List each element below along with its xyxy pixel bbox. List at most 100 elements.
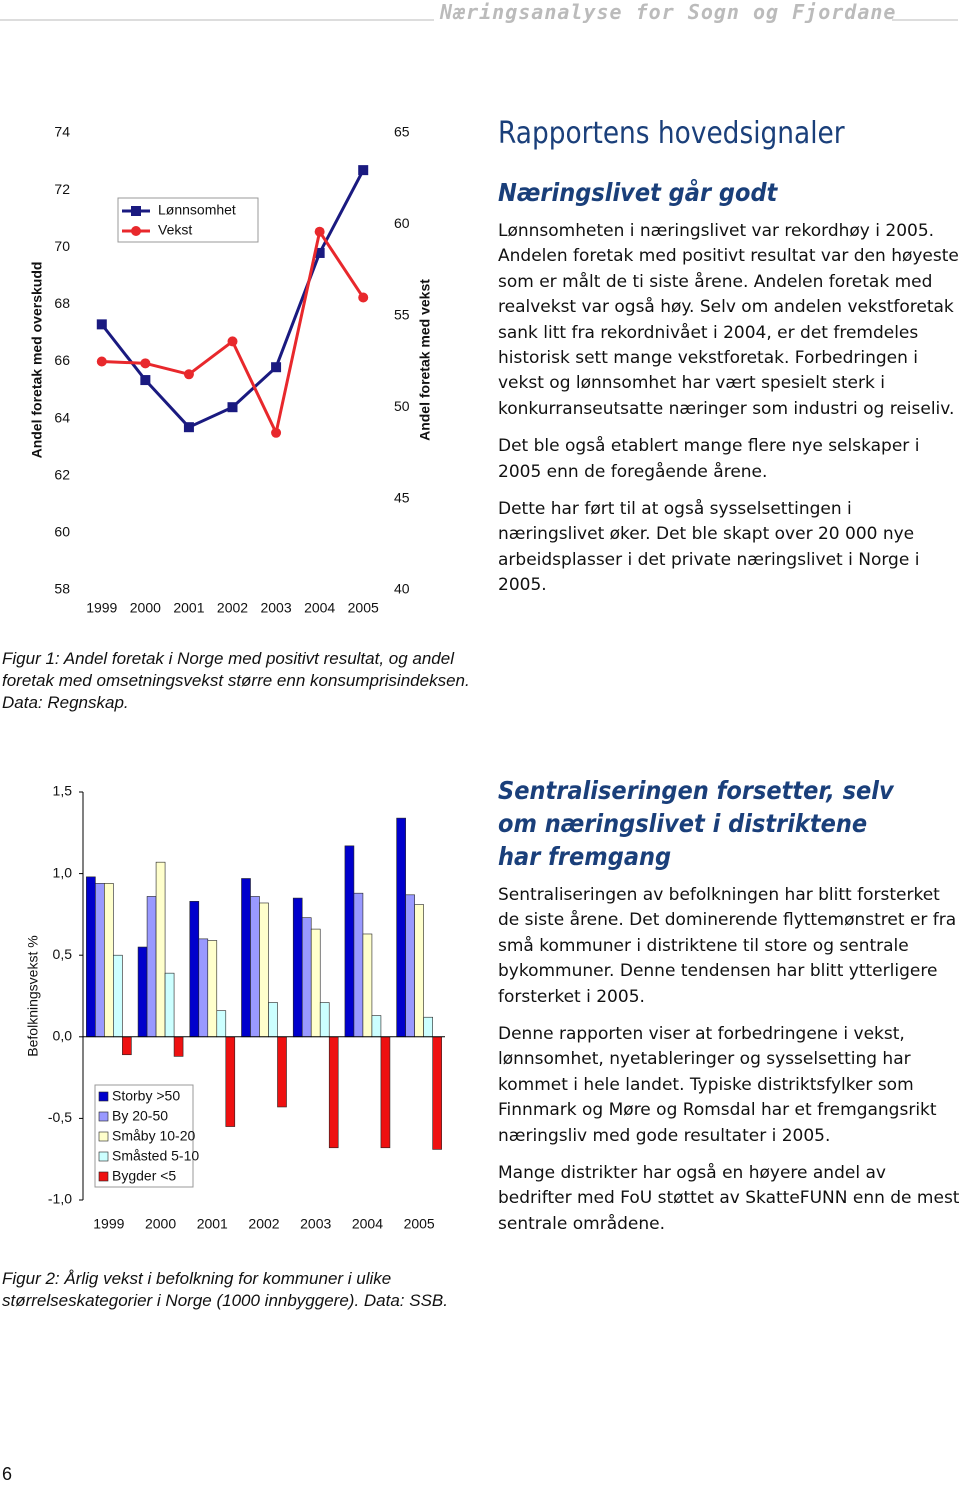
x-tick-label: 2002 bbox=[217, 600, 248, 616]
y-tick-label: 58 bbox=[54, 581, 70, 597]
x-tick-label: 2000 bbox=[130, 600, 161, 616]
legend-label: Småby 10-20 bbox=[112, 1128, 195, 1144]
y-axis-title: Andel foretak med overskudd bbox=[29, 262, 45, 459]
x-tick-label: 2004 bbox=[352, 1216, 383, 1232]
y2-tick-label: 65 bbox=[394, 124, 410, 140]
marker bbox=[140, 375, 151, 386]
bar bbox=[396, 817, 406, 1038]
y-tick-label: -0,5 bbox=[48, 1109, 72, 1125]
x-tick-label: 2002 bbox=[248, 1216, 279, 1232]
marker bbox=[96, 319, 107, 330]
legend-label: Småsted 5-10 bbox=[112, 1148, 199, 1164]
legend-swatch bbox=[98, 1171, 109, 1182]
y-tick-label: 68 bbox=[54, 295, 70, 311]
legend-label: Lønnsomhet bbox=[158, 202, 236, 218]
bar bbox=[164, 972, 175, 1038]
bar bbox=[423, 1016, 433, 1038]
bar bbox=[113, 954, 123, 1038]
bar bbox=[414, 904, 424, 1038]
bar bbox=[301, 917, 312, 1038]
bar bbox=[362, 933, 373, 1038]
x-tick-label: 1999 bbox=[93, 1216, 124, 1232]
x-tick-label: 2001 bbox=[197, 1216, 228, 1232]
marker bbox=[314, 247, 325, 258]
figure-caption: Figur 1: Andel foretak i Norge med posit… bbox=[2, 649, 470, 712]
bar bbox=[292, 897, 303, 1038]
y-axis-title: Befolkningsvekst % bbox=[25, 935, 41, 1056]
paragraph: Mange distrikter har også en høyere ande… bbox=[498, 1163, 960, 1234]
bar bbox=[328, 1036, 339, 1149]
y-tick-label: 70 bbox=[54, 238, 70, 254]
bar bbox=[146, 896, 157, 1038]
x-tick-label: 2005 bbox=[348, 600, 379, 616]
bar bbox=[432, 1036, 442, 1150]
y-tick-label: 64 bbox=[54, 409, 70, 425]
bar bbox=[268, 1002, 278, 1038]
marker bbox=[140, 358, 151, 369]
y-tick-label: 0,0 bbox=[53, 1028, 73, 1044]
marker bbox=[227, 402, 238, 413]
marker bbox=[96, 356, 107, 367]
x-tick-label: 2004 bbox=[304, 600, 335, 616]
bar bbox=[319, 1002, 330, 1038]
legend-marker bbox=[131, 226, 141, 236]
legend-label: By 20-50 bbox=[112, 1108, 168, 1124]
paragraph: Denne rapporten viser at forbedringene i… bbox=[498, 1024, 937, 1146]
paragraph: Dette har ført til at også sysselsetting… bbox=[498, 499, 920, 596]
legend-label: Vekst bbox=[158, 222, 192, 238]
bar bbox=[137, 946, 148, 1038]
paragraph: Lønnsomheten i næringslivet var rekordhø… bbox=[498, 221, 959, 419]
y2-tick-label: 60 bbox=[394, 215, 410, 231]
marker bbox=[314, 226, 325, 237]
bar bbox=[104, 883, 114, 1038]
y-tick-label: 62 bbox=[54, 466, 70, 482]
marker bbox=[271, 362, 282, 373]
heading: Næringslivet går godt bbox=[498, 178, 778, 207]
y2-tick-label: 45 bbox=[394, 489, 410, 505]
marker bbox=[183, 369, 194, 380]
bar bbox=[380, 1036, 391, 1149]
bar bbox=[241, 878, 251, 1038]
y-tick-label: 74 bbox=[54, 124, 70, 140]
bar bbox=[353, 892, 364, 1038]
x-tick-label: 2001 bbox=[173, 600, 204, 616]
x-tick-label: 2005 bbox=[404, 1216, 435, 1232]
y-tick-label: 0,5 bbox=[53, 946, 73, 962]
legend-marker bbox=[131, 206, 141, 216]
y-tick-label: 1,5 bbox=[53, 783, 73, 799]
bar bbox=[310, 928, 321, 1038]
y2-tick-label: 40 bbox=[394, 581, 410, 597]
bar bbox=[155, 861, 166, 1038]
bar bbox=[207, 940, 218, 1038]
legend-box bbox=[94, 1084, 194, 1188]
marker bbox=[358, 165, 369, 176]
legend-swatch bbox=[98, 1111, 109, 1122]
bar bbox=[405, 894, 415, 1038]
legend-swatch bbox=[98, 1151, 109, 1162]
bar bbox=[344, 845, 355, 1038]
marker bbox=[227, 336, 238, 347]
marker bbox=[358, 292, 369, 303]
bar bbox=[86, 876, 96, 1038]
text-block: Næringslivet går godt Lønnsomheten i nær… bbox=[498, 176, 960, 611]
legend-label: Storby >50 bbox=[112, 1088, 180, 1104]
paragraph: Sentraliseringen av befolkningen har bli… bbox=[498, 885, 957, 1007]
legend-swatch bbox=[98, 1131, 109, 1142]
y-tick-label: 60 bbox=[54, 524, 70, 540]
y2-tick-label: 55 bbox=[394, 307, 410, 323]
page-number: 6 bbox=[2, 1464, 13, 1484]
x-tick-label: 1999 bbox=[86, 600, 117, 616]
header-title: Næringsanalyse for Sogn og Fjordane bbox=[440, 0, 897, 24]
bar bbox=[277, 1036, 287, 1108]
bar bbox=[122, 1036, 132, 1056]
section-title: Rapportens hovedsignaler bbox=[498, 116, 845, 151]
marker bbox=[183, 422, 194, 433]
y-tick-label: 66 bbox=[54, 352, 70, 368]
y-tick-label: 72 bbox=[54, 181, 70, 197]
bar bbox=[173, 1036, 184, 1057]
text-block: Sentraliseringen forsetter, selv om næri… bbox=[498, 774, 960, 1249]
heading: Sentraliseringen forsetter, selv om næri… bbox=[498, 776, 894, 871]
bar bbox=[259, 902, 269, 1038]
bar bbox=[216, 1010, 227, 1038]
x-tick-label: 2003 bbox=[260, 600, 291, 616]
